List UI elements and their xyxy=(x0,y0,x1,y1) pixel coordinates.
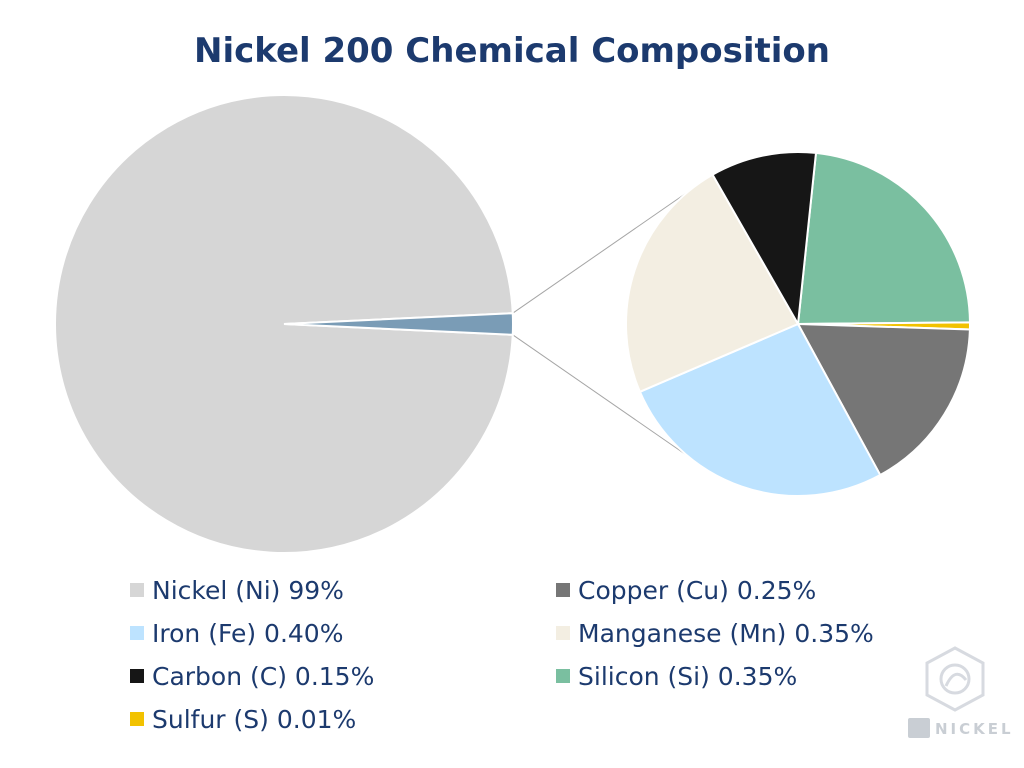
legend-label: Sulfur (S) 0.01% xyxy=(152,705,356,734)
legend-swatch xyxy=(130,669,144,683)
legend-item-c: Carbon (C) 0.15% xyxy=(130,662,374,691)
legend-item-cu: Copper (Cu) 0.25% xyxy=(556,576,816,605)
secondary-pie xyxy=(625,151,972,497)
nickel-logo-icon: NICKEL xyxy=(908,646,1014,738)
connector-lines xyxy=(512,191,688,457)
legend-label: Silicon (Si) 0.35% xyxy=(578,662,797,691)
legend-label: Iron (Fe) 0.40% xyxy=(152,619,343,648)
chart-title: Nickel 200 Chemical Composition xyxy=(194,31,830,71)
connector-line-top xyxy=(512,191,688,314)
legend-item-ni: Nickel (Ni) 99% xyxy=(130,576,344,605)
legend-label: Copper (Cu) 0.25% xyxy=(578,576,816,605)
legend-swatch xyxy=(556,669,570,683)
slice-c xyxy=(711,151,818,328)
legend-item-si: Silicon (Si) 0.35% xyxy=(556,662,797,691)
slice-cu xyxy=(796,322,971,477)
legend-swatch xyxy=(556,626,570,640)
legend-item-mn: Manganese (Mn) 0.35% xyxy=(556,619,874,648)
legend-label: Carbon (C) 0.15% xyxy=(152,662,374,691)
slice-si xyxy=(796,151,972,326)
legend-swatch xyxy=(130,626,144,640)
legend-item-fe: Iron (Fe) 0.40% xyxy=(130,619,343,648)
main-pie xyxy=(54,94,514,554)
legend: Nickel (Ni) 99% Copper (Cu) 0.25% Iron (Fe… xyxy=(130,576,874,734)
slice-ni xyxy=(54,94,514,554)
legend-swatch xyxy=(130,583,144,597)
connector-line-bottom xyxy=(512,334,688,457)
legend-swatch xyxy=(130,712,144,726)
slice-mn xyxy=(625,173,800,394)
legend-item-s: Sulfur (S) 0.01% xyxy=(130,705,356,734)
watermark-text: NICKEL xyxy=(935,720,1014,738)
legend-swatch xyxy=(556,583,570,597)
legend-label: Manganese (Mn) 0.35% xyxy=(578,619,874,648)
slice-other xyxy=(283,312,514,336)
legend-label: Nickel (Ni) 99% xyxy=(152,576,344,605)
